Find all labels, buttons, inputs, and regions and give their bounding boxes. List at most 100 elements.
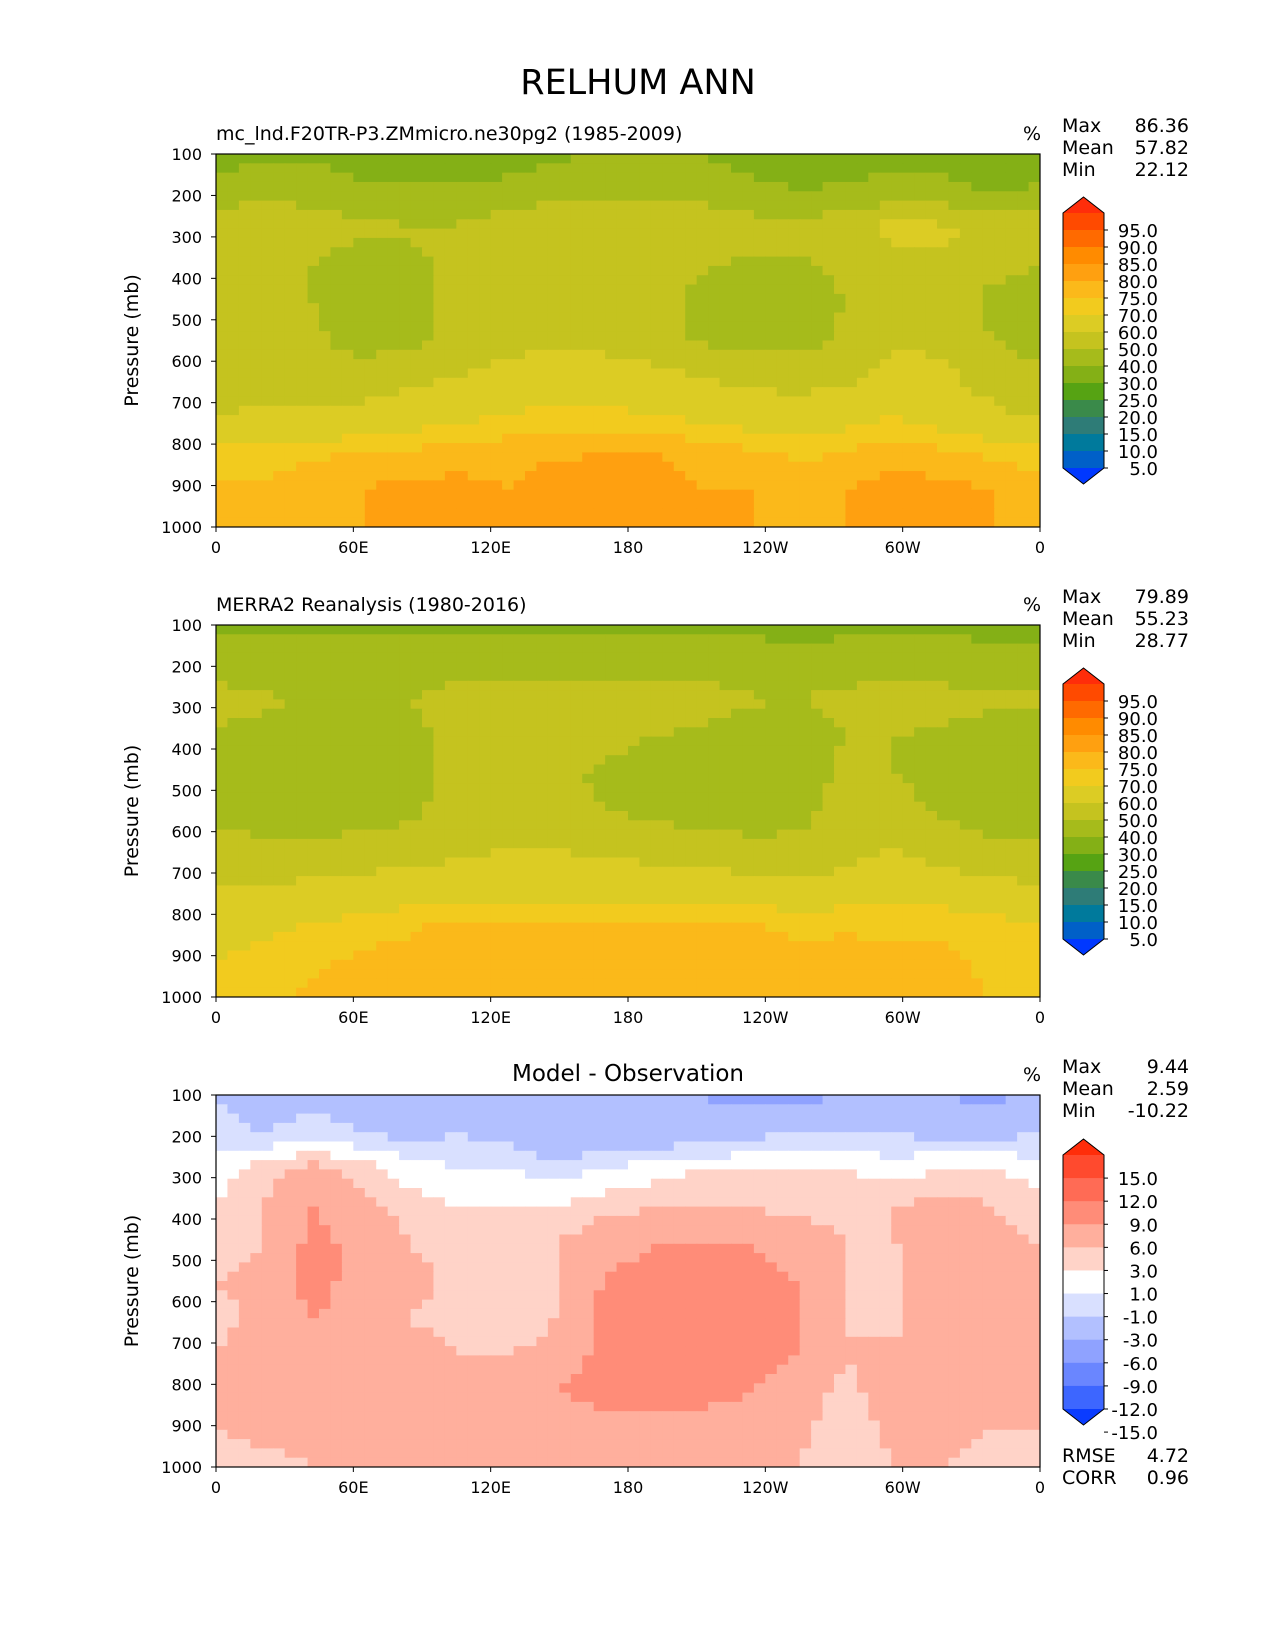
contour-cell [490, 424, 503, 435]
contour-cell [662, 303, 675, 314]
contour-cell [742, 820, 755, 831]
contour-cell [879, 265, 892, 276]
contour-cell [250, 508, 263, 519]
contour-cell [982, 708, 995, 719]
contour-cell [1005, 838, 1018, 849]
contour-cell [650, 811, 663, 821]
contour-cell [433, 727, 446, 738]
contour-cell [536, 727, 549, 738]
contour-cell [525, 415, 538, 426]
contour-cell [834, 405, 847, 416]
contour-cell [799, 443, 812, 453]
contour-cell [330, 219, 343, 230]
contour-cell [502, 801, 515, 812]
contour-cell [948, 452, 961, 463]
contour-cell [971, 718, 984, 728]
contour-cell [582, 256, 595, 267]
contour-cell [216, 209, 229, 220]
contour-cell [559, 387, 572, 398]
contour-cell [811, 172, 824, 183]
contour-cell [662, 228, 675, 239]
contour-cell [593, 671, 606, 682]
contour-cell [433, 876, 446, 886]
contour-cell [216, 885, 229, 896]
contour-cell [456, 209, 469, 220]
contour-cell [399, 634, 412, 645]
contour-cell [570, 340, 583, 351]
contour-cell [856, 154, 869, 164]
contour-cell [639, 443, 652, 453]
contour-cell [444, 340, 457, 351]
contour-cell [616, 517, 629, 527]
contour-cell [628, 783, 641, 793]
contour-cell [296, 727, 309, 738]
contour-cell [296, 433, 309, 444]
contour-cell [502, 377, 515, 388]
contour-cell [502, 643, 515, 654]
contour-cell [502, 755, 515, 766]
contour-cell [513, 200, 526, 211]
contour-cell [971, 652, 984, 663]
contour-cell [685, 634, 698, 645]
contour-cell [742, 727, 755, 738]
contour-cell [399, 312, 412, 323]
contour-cell [914, 876, 927, 886]
contour-cell [364, 801, 377, 812]
contour-cell [570, 755, 583, 766]
contour-cell [227, 293, 240, 304]
contour-cell [639, 181, 652, 192]
contour-cell [834, 237, 847, 248]
contour-cell [502, 680, 515, 691]
contour-cell [776, 368, 789, 379]
contour-cell [685, 461, 698, 472]
contour-cell [364, 652, 377, 663]
contour-cell [330, 727, 343, 738]
contour-cell [422, 517, 435, 527]
contour-cell [1005, 643, 1018, 654]
contour-cell [971, 154, 984, 164]
contour-cell [216, 801, 229, 812]
contour-cell [330, 643, 343, 654]
contour-cell [788, 499, 801, 509]
contour-cell [273, 718, 286, 728]
contour-cell [307, 783, 320, 793]
contour-cell [937, 265, 950, 276]
contour-cell [456, 643, 469, 654]
contour-cell [605, 415, 618, 426]
contour-cell [456, 237, 469, 248]
contour-cell [982, 331, 995, 342]
contour-cell [856, 293, 869, 304]
contour-cell [216, 461, 229, 472]
contour-cell [593, 508, 606, 519]
contour-cell [433, 200, 446, 211]
contour-cell [937, 209, 950, 220]
contour-cell [891, 368, 904, 379]
contour-cell [868, 359, 881, 370]
contour-cell [879, 443, 892, 453]
colorbar-tick-label: 20.0 [1118, 408, 1158, 429]
contour-cell [570, 154, 583, 164]
contour-cell [811, 671, 824, 682]
contour-cell [788, 866, 801, 877]
contour-cell [616, 708, 629, 719]
contour-cell [925, 838, 938, 849]
contour-cell [1028, 237, 1040, 248]
contour-cell [799, 727, 812, 738]
contour-cell [902, 265, 915, 276]
contour-cell [708, 312, 721, 323]
contour-cell [788, 755, 801, 766]
contour-cell [433, 662, 446, 673]
contour-cell [399, 433, 412, 444]
contour-cell [742, 773, 755, 784]
contour-cell [284, 303, 297, 314]
contour-cell [547, 876, 560, 886]
contour-cell [593, 359, 606, 370]
contour-cell [376, 433, 389, 444]
contour-cell [639, 480, 652, 491]
contour-cell [834, 625, 847, 635]
contour-cell [719, 340, 732, 351]
contour-cell [376, 866, 389, 877]
contour-cell [261, 163, 274, 174]
contour-cell [891, 284, 904, 295]
x-tick-label: 60E [338, 538, 368, 557]
